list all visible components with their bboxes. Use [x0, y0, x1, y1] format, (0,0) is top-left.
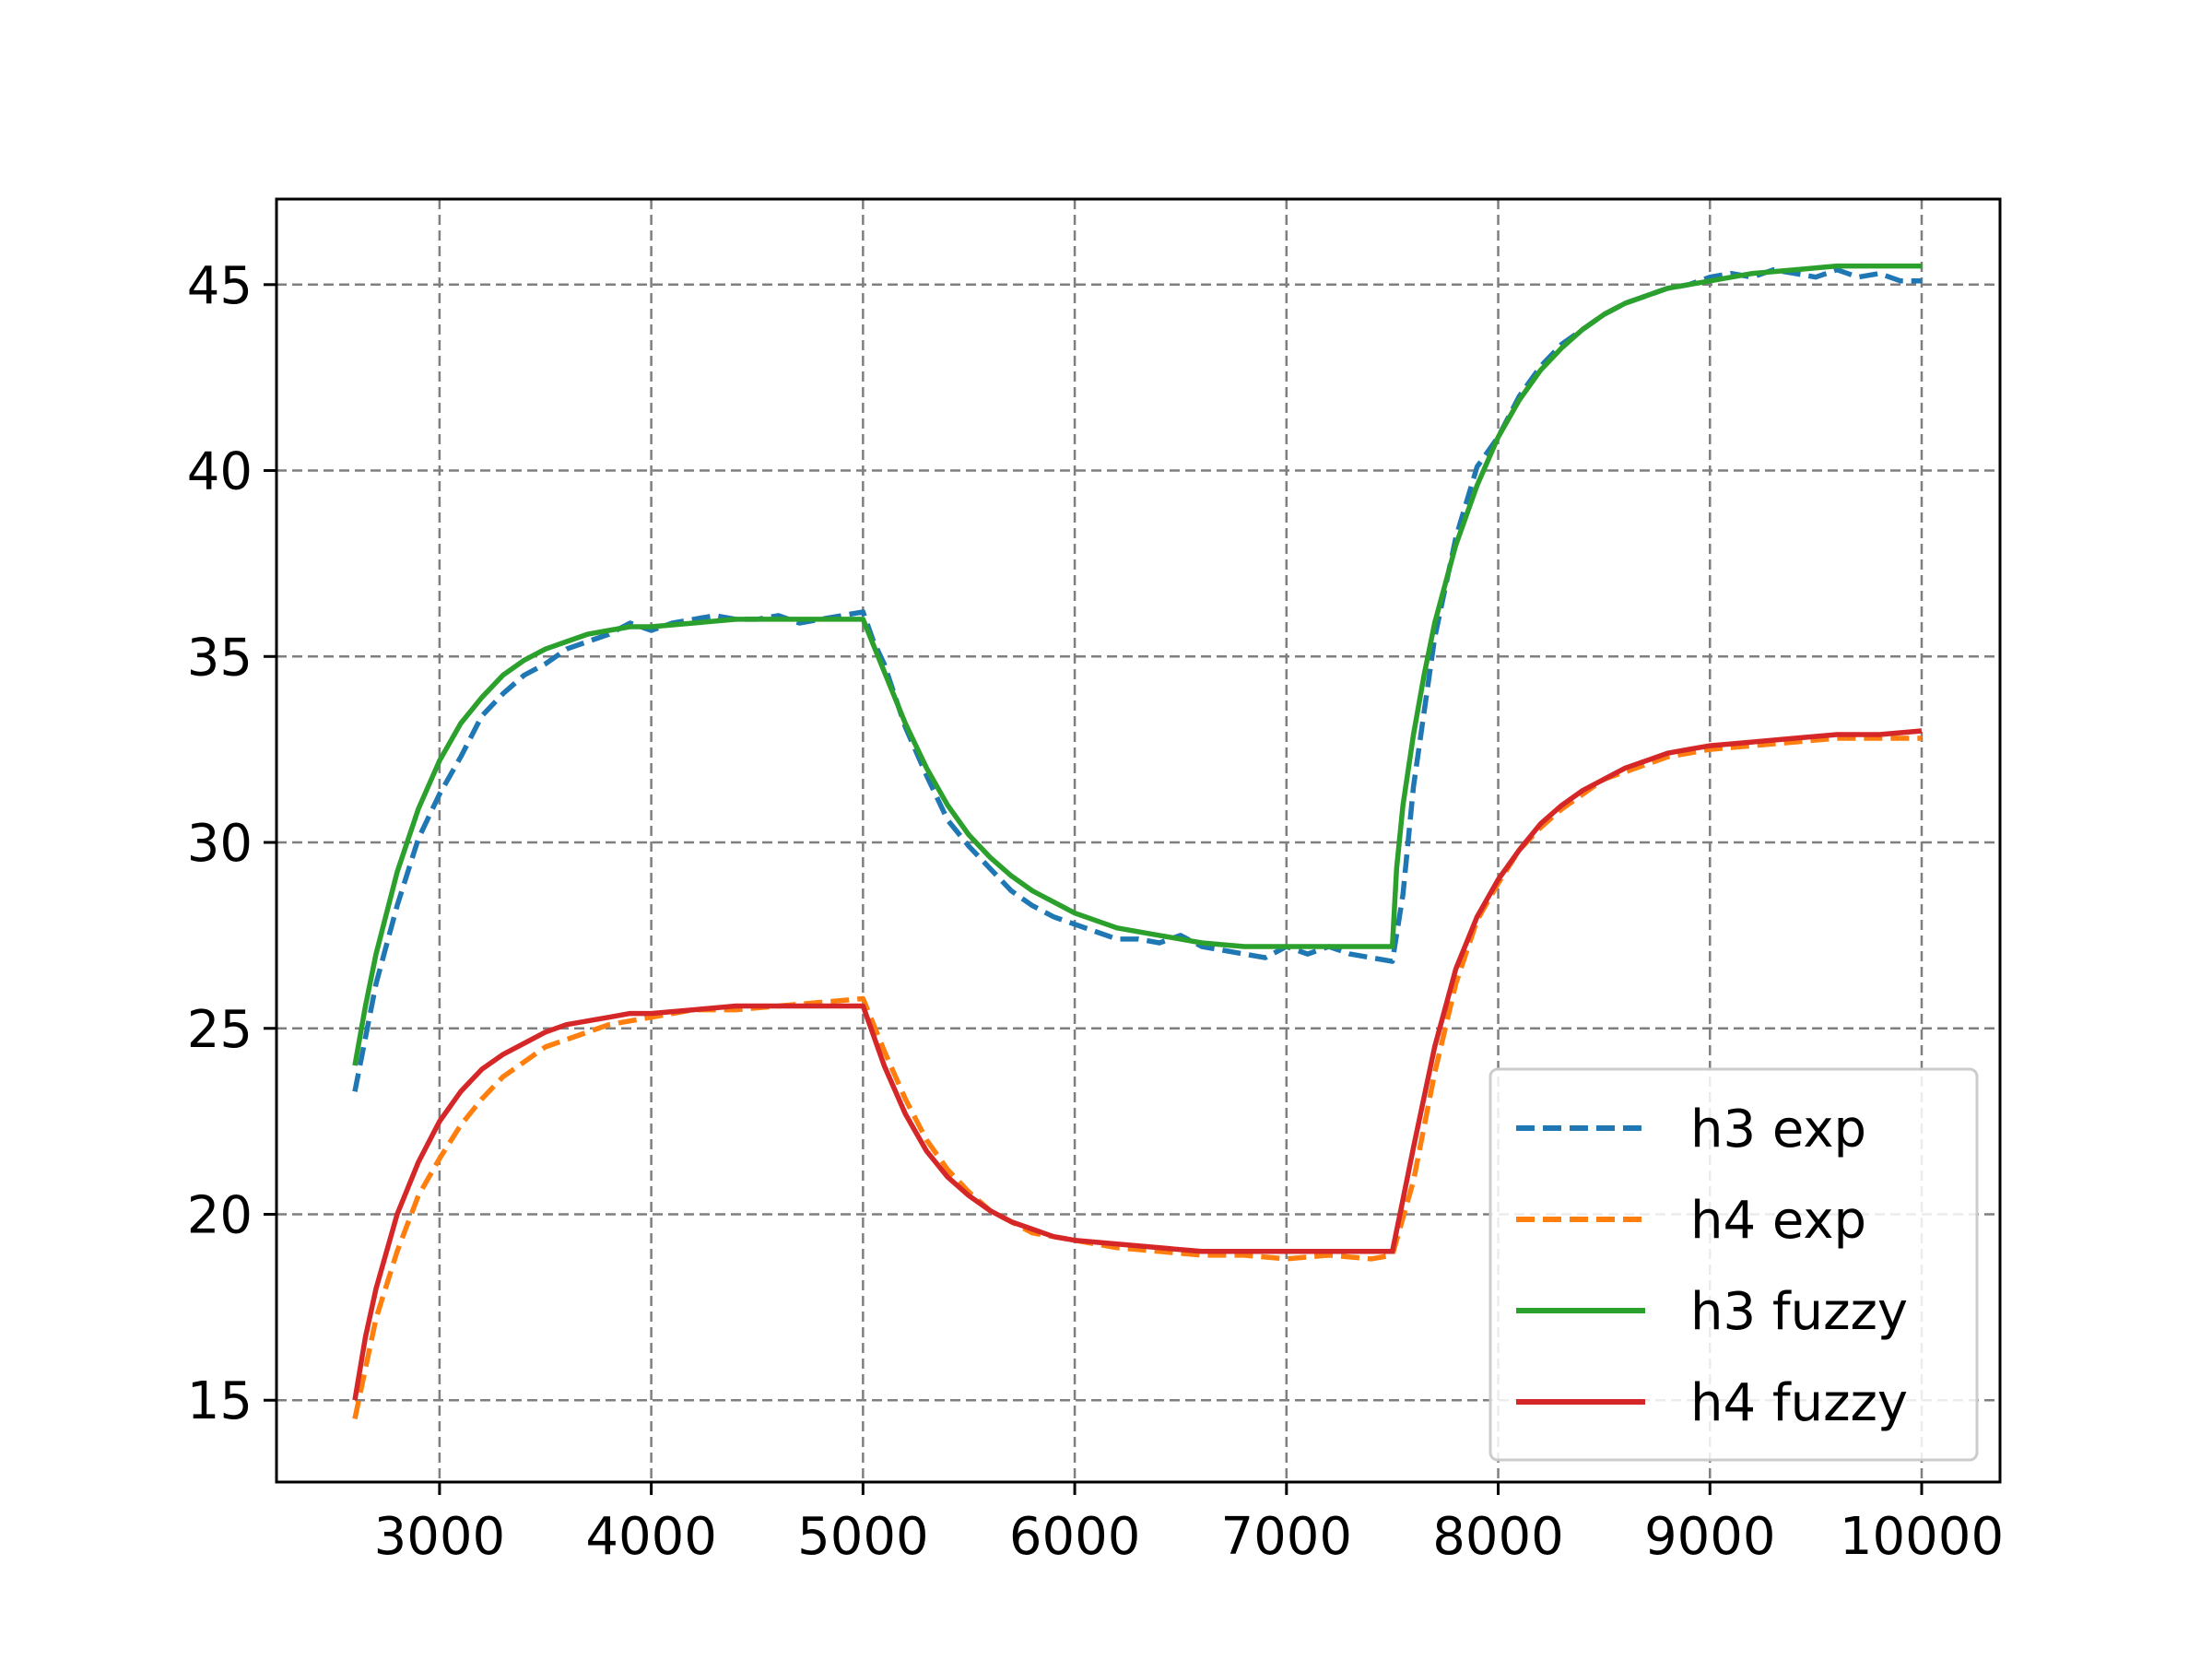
x-tick-label: 10000 [1840, 1507, 2004, 1567]
y-tick-label: 35 [187, 628, 253, 688]
legend-label-h4-fuzzy: h4 fuzzy [1690, 1373, 1908, 1433]
x-tick-label: 7000 [1221, 1507, 1353, 1567]
x-tick-label: 8000 [1432, 1507, 1564, 1567]
series-line-h4-fuzzy [352, 728, 1923, 1401]
legend-label-h3-fuzzy: h3 fuzzy [1690, 1282, 1908, 1342]
grid [276, 199, 2000, 1482]
legend-label-h3-exp: h3 exp [1690, 1100, 1866, 1159]
legend-label-h4-exp: h4 exp [1690, 1191, 1866, 1251]
legend: h3 exp h4 exp h3 fuzzy h4 fuzzy [1488, 1067, 1979, 1462]
legend-box [1488, 1067, 1979, 1462]
y-tick-label: 25 [187, 1000, 253, 1060]
plot-area-frame [275, 197, 2002, 1484]
y-tick-label: 45 [187, 256, 253, 316]
series-group [352, 263, 1923, 1419]
x-tick-label: 9000 [1644, 1507, 1776, 1567]
x-tick-label: 3000 [374, 1507, 506, 1567]
y-tick-label: 40 [187, 442, 253, 502]
y-tick-label: 15 [187, 1371, 253, 1431]
x-tick-label: 5000 [797, 1507, 929, 1567]
series-line-h3-fuzzy [352, 263, 1922, 1066]
x-tick-label: 6000 [1009, 1507, 1141, 1567]
axis-ticks: 3000 4000 5000 6000 7000 8000 9000 10000 15 20 25 3… [187, 256, 2004, 1567]
y-tick-label: 20 [187, 1185, 253, 1245]
x-tick-label: 4000 [585, 1507, 717, 1567]
y-tick-label: 30 [187, 814, 253, 874]
